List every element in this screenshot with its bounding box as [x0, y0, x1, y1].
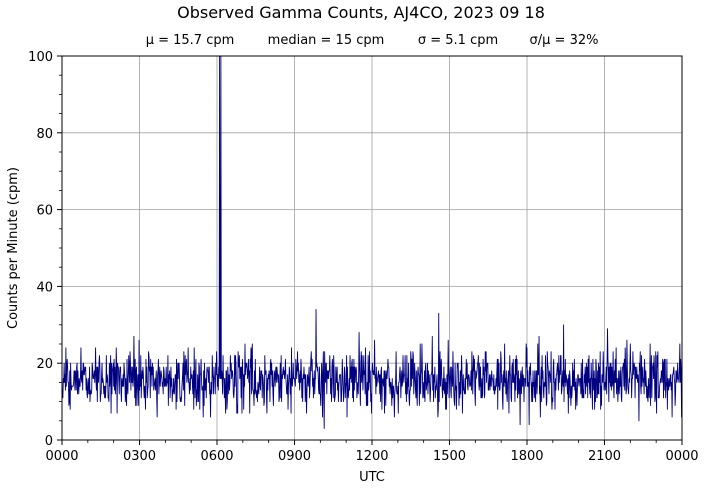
x-tick-label: 0600 [200, 449, 233, 464]
x-tick-label: 1200 [355, 449, 388, 464]
y-tick-label: 100 [28, 50, 53, 65]
y-tick-label: 60 [36, 204, 53, 219]
stat-median: median = 15 cpm [268, 33, 385, 48]
y-tick-label: 40 [36, 280, 53, 295]
x-axis-label: UTC [359, 470, 385, 485]
x-tick-label: 0900 [278, 449, 311, 464]
stat-stdev: σ = 5.1 cpm [418, 33, 498, 48]
x-tick-label: 0300 [123, 449, 156, 464]
y-tick-label: 20 [36, 357, 53, 372]
series-layer [62, 56, 682, 429]
x-tick-label: 0000 [665, 449, 698, 464]
axis-ticks: 0000 0300 0600 0900 1200 1500 1800 2100 00000204… [28, 50, 698, 464]
x-tick-label: 1800 [510, 449, 543, 464]
x-tick-label: 2100 [588, 449, 621, 464]
y-axis-label: Counts per Minute (cpm) [6, 167, 21, 329]
x-tick-label: 0000 [45, 449, 78, 464]
chart-title: Observed Gamma Counts, AJ4CO, 2023 09 18 [177, 3, 545, 22]
x-tick-label: 1500 [433, 449, 466, 464]
y-tick-label: 80 [36, 127, 53, 142]
stat-mean: μ = 15.7 cpm [146, 33, 235, 48]
stat-cv: σ/μ = 32% [530, 33, 599, 48]
gamma-count-series-line [62, 56, 682, 429]
y-tick-label: 0 [45, 434, 53, 449]
grid-lines [62, 56, 682, 440]
